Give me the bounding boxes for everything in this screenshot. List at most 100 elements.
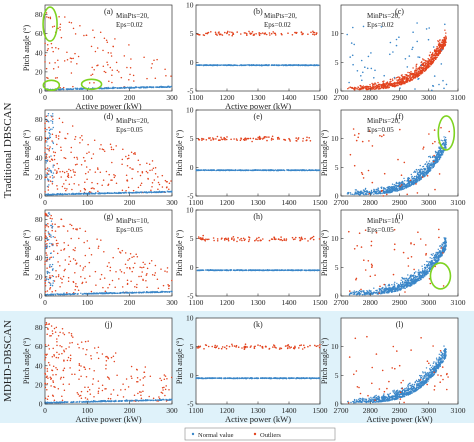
normal-point xyxy=(49,170,52,172)
outlier-point xyxy=(128,44,130,46)
normal-point xyxy=(52,164,54,166)
outlier-point xyxy=(88,190,91,193)
plot-frame xyxy=(195,109,321,197)
normal-point xyxy=(396,189,398,191)
panel-label: (g) xyxy=(104,212,114,221)
outlier-point xyxy=(440,126,442,129)
outlier-point xyxy=(409,77,411,79)
outlier-point xyxy=(393,85,396,88)
outlier-point xyxy=(347,88,349,90)
outlier-point xyxy=(76,262,78,264)
normal-point xyxy=(111,292,113,294)
outlier-point xyxy=(119,269,121,271)
y-tick-label: 10 xyxy=(331,134,339,143)
outlier-point xyxy=(224,31,226,34)
outlier-point xyxy=(51,26,54,28)
outlier-point xyxy=(46,16,48,18)
outlier-point xyxy=(88,261,91,264)
outlier-point xyxy=(51,223,54,225)
normal-point xyxy=(423,172,426,174)
normal-point xyxy=(416,170,418,172)
normal-point xyxy=(52,293,54,296)
outlier-point xyxy=(312,235,315,238)
outlier-point xyxy=(82,267,85,269)
normal-point xyxy=(434,156,437,159)
outlier-point xyxy=(421,70,423,72)
normal-point xyxy=(416,175,418,177)
normal-point xyxy=(54,294,57,296)
normal-point xyxy=(443,87,445,90)
outlier-point xyxy=(63,269,66,272)
y-tick-label: 0 xyxy=(39,192,43,201)
outlier-point xyxy=(216,240,219,242)
outlier-point xyxy=(295,137,298,139)
outlier-point xyxy=(283,138,285,141)
outlier-point xyxy=(411,72,413,75)
normal-point xyxy=(49,133,51,135)
outlier-point xyxy=(90,74,92,77)
outlier-point xyxy=(54,223,56,225)
outlier-point xyxy=(404,74,406,76)
outlier-point xyxy=(79,24,81,27)
normal-point xyxy=(392,188,394,190)
normal-point xyxy=(426,164,428,166)
outlier-point xyxy=(373,84,375,86)
normal-point xyxy=(120,87,123,89)
outlier-point xyxy=(266,136,268,138)
outlier-point xyxy=(407,71,409,74)
normal-point xyxy=(46,237,48,239)
outlier-point xyxy=(199,238,202,240)
outlier-point xyxy=(149,169,151,172)
normal-point xyxy=(225,269,228,271)
normal-point xyxy=(66,88,68,91)
normal-point xyxy=(100,192,103,194)
normal-point xyxy=(119,291,122,294)
outlier-point xyxy=(309,238,312,240)
outlier-point xyxy=(122,148,124,151)
normal-point xyxy=(284,269,287,271)
normal-point xyxy=(233,64,235,66)
normal-point xyxy=(49,277,51,280)
outlier-point xyxy=(255,239,257,241)
outlier-point xyxy=(130,280,132,283)
normal-point xyxy=(112,192,114,194)
normal-point xyxy=(412,177,414,180)
outlier-point xyxy=(302,140,304,142)
outlier-point xyxy=(146,171,149,174)
normal-point xyxy=(373,193,375,195)
y-tick-label: 20 xyxy=(35,272,43,281)
outlier-point xyxy=(77,289,80,292)
outlier-point xyxy=(74,136,77,138)
normal-point xyxy=(93,292,95,294)
x-tick-label: 300 xyxy=(166,298,178,307)
normal-point xyxy=(116,87,118,90)
outlier-point xyxy=(72,249,75,251)
outlier-point xyxy=(70,72,73,74)
outlier-point xyxy=(64,16,66,18)
normal-point xyxy=(312,169,315,172)
normal-point xyxy=(260,269,263,272)
normal-point xyxy=(242,269,244,272)
outlier-point xyxy=(289,140,292,142)
panel-label: (e) xyxy=(254,112,263,121)
normal-point xyxy=(309,269,311,272)
normal-point xyxy=(419,169,421,171)
outlier-point xyxy=(402,76,404,79)
normal-point xyxy=(52,115,54,117)
normal-point xyxy=(353,43,356,46)
outlier-point xyxy=(354,86,356,89)
outlier-point xyxy=(107,51,110,54)
outlier-point xyxy=(400,79,402,81)
normal-point xyxy=(58,88,60,91)
outlier-point xyxy=(404,82,406,85)
normal-point xyxy=(50,115,52,117)
outlier-point xyxy=(145,280,147,282)
normal-point xyxy=(402,183,405,185)
normal-point xyxy=(433,165,435,167)
normal-point xyxy=(389,187,392,189)
normal-point xyxy=(124,191,126,194)
y-tick-label: 0 xyxy=(190,58,194,67)
normal-point xyxy=(420,177,422,179)
normal-point xyxy=(418,56,421,59)
